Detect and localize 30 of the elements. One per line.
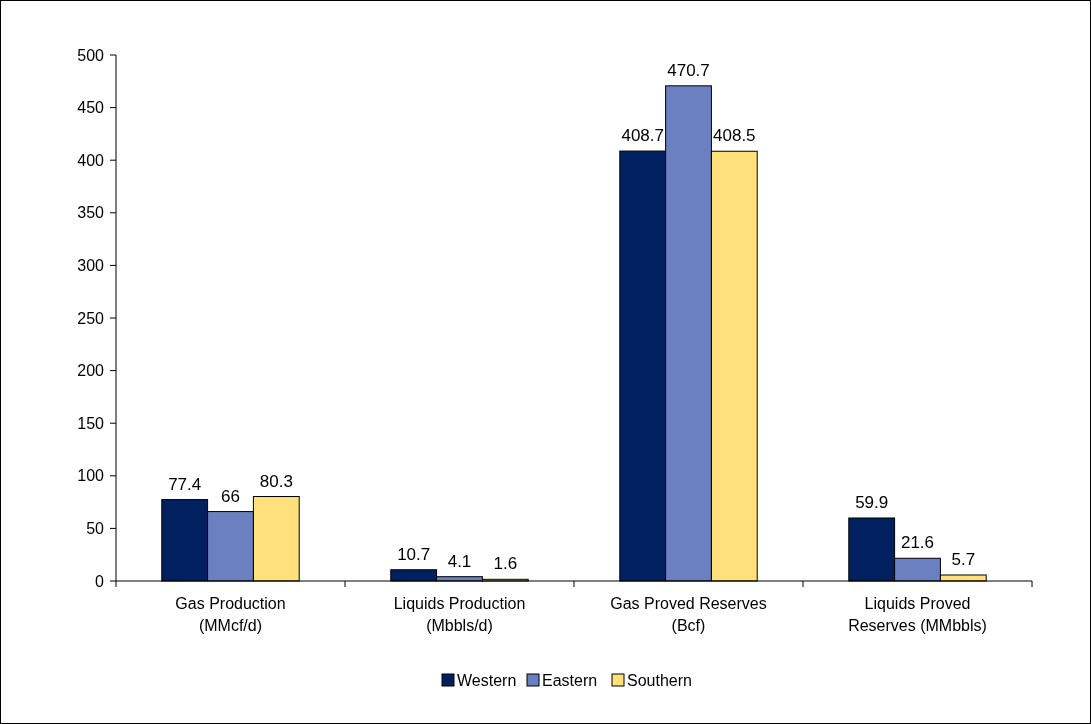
y-tick-label: 100: [77, 467, 105, 485]
y-tick-label: 400: [77, 151, 105, 169]
legend-label: Western: [457, 671, 517, 689]
y-tick-label: 450: [77, 99, 105, 117]
x-tick-label: Liquids Proved Reserves (MMbbls): [848, 595, 987, 634]
data-label: 80.3: [259, 471, 293, 491]
data-label: 59.9: [855, 492, 889, 512]
x-tick-label: Liquids Production (Mbbls/d): [393, 595, 526, 634]
y-tick-label: 0: [95, 572, 105, 590]
y-tick-label: 250: [77, 309, 105, 327]
y-tick-label: 300: [77, 257, 105, 274]
x-tick-label: Gas Production (MMcf/d): [175, 595, 286, 634]
data-label: 4.1: [447, 551, 472, 571]
y-tick-label: 150: [77, 414, 105, 432]
data-label: 5.7: [951, 550, 976, 569]
data-label: 408.7: [621, 126, 664, 146]
x-tick-label: Gas Proved Reserves (Bcf): [610, 595, 767, 634]
data-label: 77.4: [168, 474, 202, 494]
y-tick-label: 50: [86, 520, 105, 537]
data-label: 66: [221, 486, 240, 506]
y-tick-label: 200: [77, 362, 105, 380]
data-label: 470.7: [667, 60, 710, 80]
y-tick-label: 350: [77, 204, 105, 222]
legend-label: Southern: [627, 671, 692, 689]
data-label: 21.6: [900, 533, 935, 553]
y-tick-label: 500: [77, 46, 105, 64]
legend-label: Eastern: [542, 671, 598, 689]
data-label: 10.7: [397, 544, 431, 564]
data-label: 408.5: [713, 126, 756, 146]
data-label: 1.6: [493, 554, 518, 574]
